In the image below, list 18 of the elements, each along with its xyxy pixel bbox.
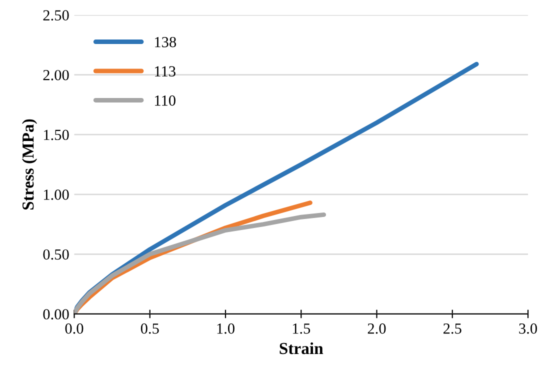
y-axis-title: Stress (MPa)	[22, 119, 38, 210]
y-tick-label: 1.00	[44, 190, 69, 200]
y-tick-label: 2.00	[43, 70, 69, 80]
y-tick-label: 0.50	[43, 249, 69, 260]
x-tick-label: 2.0	[368, 323, 386, 334]
x-tick-label: 2.5	[443, 323, 462, 334]
legend-label: 113	[155, 66, 176, 76]
x-axis-title: Strain	[280, 342, 324, 354]
legend-label: 138	[155, 36, 176, 48]
x-tick-label: 0.5	[140, 323, 159, 334]
x-tick-label: 3.0	[519, 323, 537, 334]
x-tick-label: 1.5	[292, 324, 310, 334]
y-tick-label: 2.50	[43, 10, 69, 21]
x-tick-label: 1.0	[217, 323, 234, 334]
y-tick-label: 1.50	[44, 130, 69, 140]
x-tick-label: 0.0	[65, 323, 84, 334]
y-tick-label: 0.00	[43, 309, 69, 320]
legend-label: 110	[155, 95, 176, 106]
